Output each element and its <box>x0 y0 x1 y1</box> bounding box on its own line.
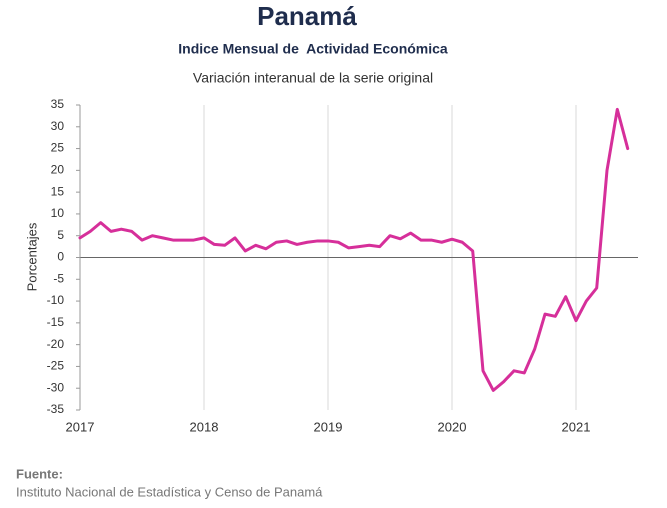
y-tick-label: 25 <box>51 141 65 155</box>
source-label: Fuente: <box>16 466 63 481</box>
x-tick-label: 2019 <box>314 419 343 434</box>
y-tick-label: 35 <box>51 97 65 111</box>
y-tick-label: -30 <box>47 380 65 394</box>
y-tick-label: 0 <box>57 250 64 264</box>
y-tick-label: -20 <box>47 337 65 351</box>
y-axis-label: Porcentajes <box>24 222 39 291</box>
y-tick-label: -35 <box>47 402 65 416</box>
x-tick-label: 2018 <box>190 419 219 434</box>
x-tick-label: 2021 <box>562 419 591 434</box>
chart-title: Panamá <box>257 1 357 31</box>
chart-subtitle: Indice Mensual de Actividad Económica <box>178 41 448 57</box>
chart-description: Variación interanual de la serie origina… <box>193 70 433 86</box>
y-tick-label: -25 <box>47 359 65 373</box>
y-tick-label: 15 <box>51 184 65 198</box>
source: Instituto Nacional de Estadística y Cens… <box>16 484 323 499</box>
y-tick-label: 5 <box>57 228 64 242</box>
x-tick-label: 2020 <box>438 419 467 434</box>
data-line <box>78 107 630 392</box>
y-tick-label: 20 <box>51 163 65 177</box>
y-tick-label: 10 <box>51 206 65 220</box>
x-tick-label: 2017 <box>66 419 95 434</box>
y-tick-label: -5 <box>53 271 64 285</box>
y-tick-label: 30 <box>51 119 65 133</box>
y-tick-label: -10 <box>47 293 65 307</box>
y-tick-label: -15 <box>47 315 65 329</box>
